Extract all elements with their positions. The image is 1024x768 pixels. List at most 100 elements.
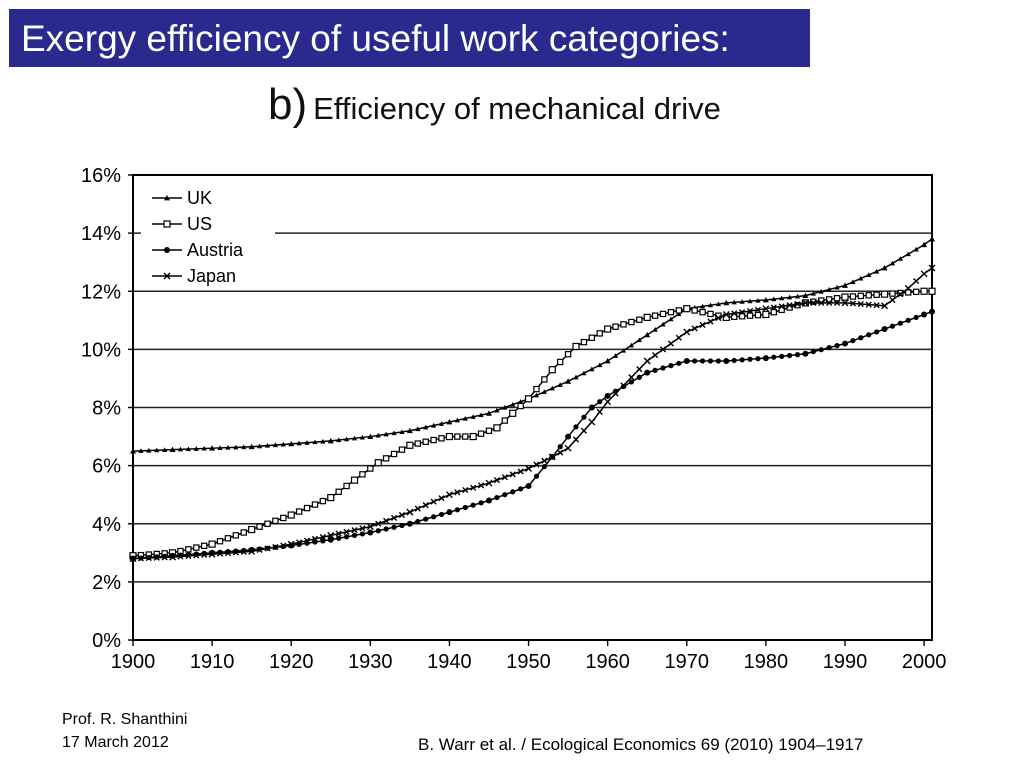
series-marker-us	[343, 482, 350, 490]
data-point-austria	[921, 311, 928, 318]
x-tick-label: 1950	[506, 651, 551, 673]
series-marker-japan	[240, 548, 247, 556]
data-point-austria	[446, 509, 453, 516]
series-marker-japan	[390, 514, 398, 522]
data-point-us	[509, 409, 517, 417]
series-marker-uk	[383, 431, 389, 437]
series-marker-japan	[778, 303, 785, 310]
series-marker-uk	[438, 421, 445, 426]
data-point-us	[920, 287, 928, 295]
data-point-austria	[406, 520, 413, 527]
series-marker-japan	[145, 554, 152, 562]
series-marker-uk	[431, 422, 437, 428]
series-marker-us	[873, 291, 880, 298]
data-point-austria	[327, 536, 334, 543]
series-marker-austria	[620, 383, 627, 390]
series-marker-uk	[256, 443, 263, 449]
y-tick-label: 4%	[92, 514, 121, 536]
data-point-japan	[564, 444, 572, 452]
series-marker-japan	[746, 307, 754, 315]
x-tick-label: 1930	[348, 651, 393, 673]
series-marker-uk	[193, 446, 199, 451]
series-marker-austria	[779, 353, 785, 359]
series-marker-uk	[834, 284, 840, 290]
series-marker-japan	[541, 457, 548, 464]
data-point-austria	[565, 433, 572, 440]
series-marker-us	[477, 430, 485, 437]
x-tick-label: 2000	[902, 651, 947, 673]
series-marker-us	[628, 318, 635, 326]
series-marker-uk	[336, 437, 342, 443]
series-marker-austria	[755, 356, 761, 362]
series-marker-us	[216, 537, 224, 545]
series-marker-us	[612, 323, 619, 330]
data-point-japan	[604, 398, 612, 406]
series-marker-austria	[351, 532, 358, 538]
x-tick-label: 1970	[665, 651, 710, 673]
panel-label: b)	[268, 80, 308, 129]
series-marker-japan	[493, 477, 500, 484]
series-marker-austria	[787, 352, 793, 359]
y-tick-label: 2%	[92, 572, 121, 594]
series-marker-austria	[834, 342, 840, 349]
data-point-japan	[881, 302, 889, 310]
title-banner: Exergy efficiency of useful work categor…	[9, 9, 810, 67]
series-marker-uk	[359, 434, 366, 440]
series-marker-austria	[375, 528, 381, 534]
data-point-us	[374, 459, 382, 467]
presentation-date: 17 March 2012	[62, 734, 169, 751]
data-point-austria	[841, 340, 848, 347]
data-point-austria	[644, 369, 651, 376]
data-point-uk	[802, 292, 809, 299]
series-marker-uk	[272, 442, 278, 448]
data-point-austria	[367, 529, 374, 536]
series-marker-japan	[580, 427, 588, 434]
series-marker-austria	[810, 349, 816, 355]
series-marker-uk	[731, 299, 737, 305]
series-marker-us	[636, 316, 643, 323]
series-marker-uk	[652, 327, 658, 332]
series-marker-japan	[501, 474, 508, 481]
data-point-us	[208, 540, 216, 548]
series-marker-japan	[739, 309, 746, 316]
series-marker-austria	[747, 356, 753, 362]
data-point-japan	[683, 328, 691, 336]
series-marker-japan	[232, 549, 239, 556]
data-point-uk	[248, 443, 255, 450]
series-marker-austria	[858, 335, 864, 341]
series-marker-japan	[137, 555, 145, 562]
y-tick-label: 14%	[81, 223, 121, 245]
series-marker-austria	[470, 502, 476, 508]
citation: B. Warr et al. / Ecological Economics 69…	[418, 735, 864, 754]
series-marker-japan	[715, 314, 722, 322]
series-marker-japan	[256, 546, 263, 554]
series-marker-uk	[225, 445, 231, 450]
data-point-uk	[565, 378, 572, 384]
series-marker-austria	[676, 360, 682, 366]
y-tick-label: 6%	[92, 456, 121, 478]
series-marker-us	[659, 310, 667, 318]
series-marker-japan	[897, 291, 904, 298]
data-point-us	[445, 432, 454, 441]
series-marker-uk	[739, 299, 745, 304]
series-marker-austria	[636, 374, 642, 380]
series-marker-uk	[502, 404, 508, 410]
series-marker-uk	[589, 366, 595, 372]
series-marker-austria	[628, 379, 634, 385]
series-marker-us	[256, 523, 263, 530]
series-marker-uk	[162, 447, 168, 453]
series-marker-austria	[399, 522, 405, 529]
series-marker-japan	[470, 484, 477, 491]
series-marker-us	[620, 321, 627, 328]
series-marker-uk	[660, 321, 666, 327]
data-point-austria	[525, 482, 532, 489]
series-marker-austria	[573, 424, 579, 430]
data-point-us	[928, 287, 936, 295]
legend-label-japan: Japan	[187, 266, 236, 286]
data-point-uk	[130, 448, 136, 454]
data-point-us	[762, 310, 770, 319]
data-point-japan	[904, 284, 912, 292]
series-marker-japan	[652, 352, 659, 359]
series-marker-uk	[494, 407, 500, 413]
series-marker-japan	[509, 471, 516, 478]
